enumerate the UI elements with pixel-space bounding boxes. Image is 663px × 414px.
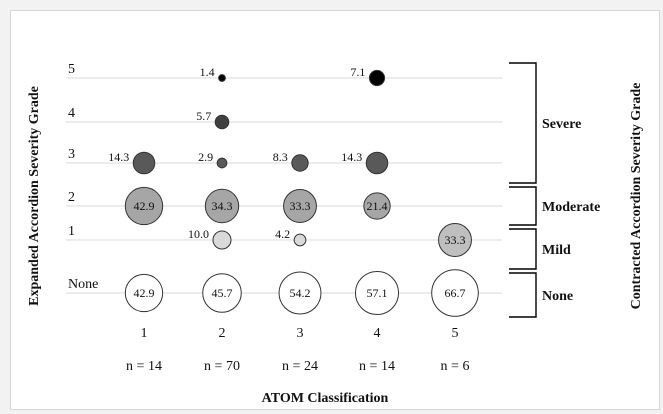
bubble — [218, 74, 226, 82]
bracket-mild: Mild — [509, 228, 571, 270]
bubbles — [124, 69, 479, 317]
bracket-line — [509, 228, 537, 270]
severity-brackets: Severe Moderate Mild None — [509, 62, 600, 318]
data-label: 4.2 — [275, 227, 290, 241]
bubble — [438, 223, 472, 257]
bubble — [354, 270, 400, 316]
bracket-label: Severe — [542, 117, 581, 132]
bubble — [278, 271, 322, 315]
data-label: 66.7 — [445, 286, 466, 300]
y-tick-label: None — [68, 277, 98, 292]
bracket-label: Moderate — [542, 200, 600, 215]
gridlines — [66, 77, 502, 294]
bracket-label: Mild — [542, 243, 571, 258]
data-label: 33.3 — [445, 233, 466, 247]
y-tick-label: 1 — [68, 224, 75, 239]
data-labels: 42.9 45.7 54.2 57.1 66.710.0 4.2 33.342.9 34.3 3… — [108, 65, 465, 300]
data-label: 1.4 — [200, 65, 215, 79]
n-label: n = 70 — [204, 359, 240, 374]
x-tick-label: 5 — [452, 326, 459, 341]
y-tick-label: 4 — [68, 106, 75, 121]
data-label: 21.4 — [367, 199, 388, 213]
bubble — [216, 157, 228, 169]
data-label: 45.7 — [212, 286, 233, 300]
y-tick-label: 2 — [68, 190, 75, 205]
bubble — [202, 273, 242, 313]
bubble — [431, 269, 479, 317]
bracket-severe: Severe — [509, 62, 581, 184]
y-axis-title: Expanded Accordion Severity Grade — [27, 86, 42, 306]
x-tick-label: 1 — [141, 326, 148, 341]
bubble — [204, 188, 240, 224]
data-label: 2.9 — [198, 150, 213, 164]
bubble — [283, 189, 317, 223]
bracket-label: None — [542, 289, 573, 304]
bubble — [365, 151, 389, 175]
y-axis-ticks: None 1 2 3 4 5 — [68, 62, 98, 292]
bracket-none: None — [509, 272, 573, 318]
n-label: n = 24 — [282, 359, 318, 374]
x-tick-label: 4 — [374, 326, 381, 341]
data-label: 14.3 — [341, 150, 362, 164]
x-axis-ticks: 1 n = 14 2 n = 70 3 n = 24 4 n = 14 5 n = 6 — [126, 326, 469, 374]
data-label: 7.1 — [350, 65, 365, 79]
bracket-line — [509, 186, 537, 226]
data-label: 42.9 — [134, 199, 155, 213]
bubble — [124, 186, 164, 226]
data-label: 57.1 — [367, 286, 388, 300]
bubble — [132, 151, 156, 175]
bubble — [214, 114, 230, 130]
bracket-line — [509, 272, 537, 318]
data-label: 10.0 — [188, 227, 209, 241]
y-axis-title-right: Contracted Accordion Severity Grade — [629, 83, 644, 310]
data-label: 54.2 — [290, 286, 311, 300]
n-label: n = 14 — [126, 359, 162, 374]
data-label: 5.7 — [196, 109, 211, 123]
x-axis-title: ATOM Classification — [262, 391, 389, 406]
bubble — [293, 233, 307, 247]
bubble — [368, 69, 386, 87]
bracket-moderate: Moderate — [509, 186, 600, 226]
data-label: 42.9 — [134, 286, 155, 300]
data-label: 14.3 — [108, 150, 129, 164]
x-tick-label: 2 — [219, 326, 226, 341]
y-tick-label: 5 — [68, 62, 75, 77]
bracket-line — [509, 62, 537, 184]
n-label: n = 6 — [441, 359, 470, 374]
n-label: n = 14 — [359, 359, 395, 374]
bubble — [124, 273, 164, 313]
data-label: 8.3 — [273, 150, 288, 164]
data-label: 34.3 — [212, 199, 233, 213]
bubble — [212, 230, 232, 250]
chart-frame: None 1 2 3 4 5 42.9 45.7 54.2 57.1 66.7 10.0 4.2 33.… — [10, 10, 660, 410]
x-tick-label: 3 — [297, 326, 304, 341]
y-tick-label: 3 — [68, 147, 75, 162]
bubble — [291, 154, 309, 172]
data-label: 33.3 — [290, 199, 311, 213]
bubble — [363, 192, 391, 220]
